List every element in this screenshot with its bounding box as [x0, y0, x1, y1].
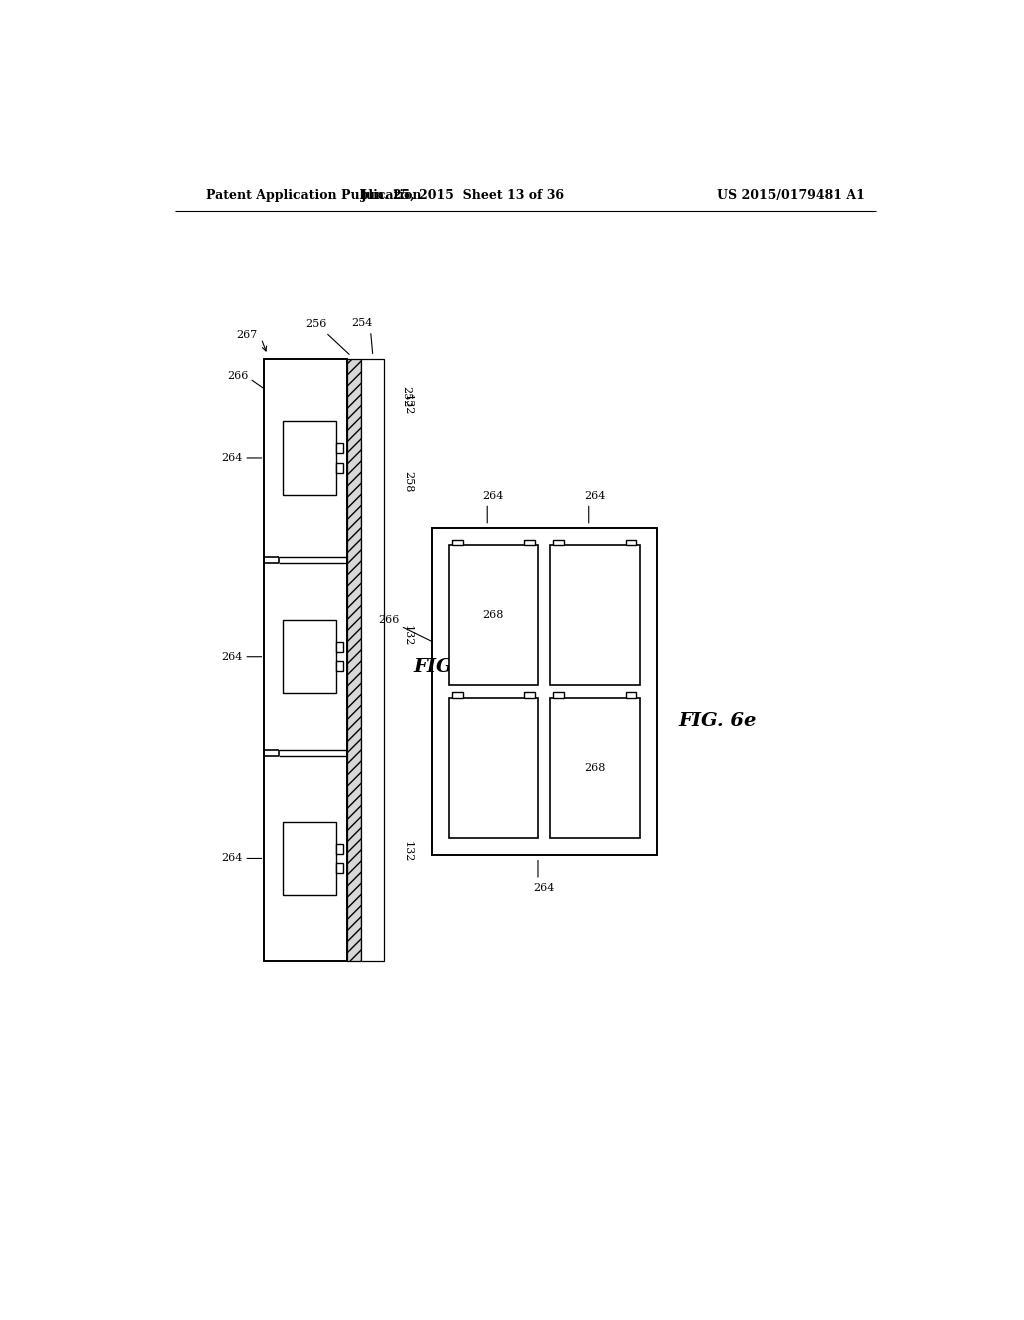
- Text: 264: 264: [585, 491, 605, 500]
- Text: 268: 268: [585, 763, 605, 774]
- Text: 124: 124: [293, 457, 313, 466]
- Bar: [336, 843, 343, 854]
- Bar: [336, 444, 343, 453]
- Text: 132: 132: [403, 395, 413, 416]
- Text: 266: 266: [226, 371, 248, 380]
- Text: 267: 267: [237, 330, 257, 341]
- Bar: [263, 359, 347, 961]
- Text: 124: 124: [293, 858, 313, 867]
- Text: 132: 132: [403, 626, 413, 647]
- Text: FIG. 6d: FIG. 6d: [414, 657, 493, 676]
- Text: 268: 268: [482, 610, 504, 620]
- Text: 264: 264: [221, 854, 243, 863]
- Bar: [283, 421, 336, 495]
- Bar: [626, 540, 636, 545]
- Bar: [361, 359, 384, 961]
- Bar: [336, 863, 343, 873]
- Bar: [550, 545, 640, 685]
- Text: 264: 264: [482, 491, 504, 500]
- Bar: [283, 822, 336, 895]
- Bar: [524, 540, 535, 545]
- Text: 252: 252: [400, 387, 411, 408]
- Text: 258: 258: [403, 471, 413, 492]
- Text: 124: 124: [293, 656, 313, 665]
- Bar: [449, 545, 538, 685]
- Bar: [336, 462, 343, 473]
- Bar: [524, 693, 535, 698]
- Text: 264: 264: [221, 652, 243, 661]
- Text: 264: 264: [221, 453, 243, 463]
- Bar: [550, 698, 640, 838]
- Bar: [347, 359, 361, 961]
- Text: US 2015/0179481 A1: US 2015/0179481 A1: [717, 189, 865, 202]
- Bar: [554, 693, 564, 698]
- Bar: [336, 642, 343, 652]
- Bar: [432, 528, 656, 855]
- Bar: [336, 661, 343, 672]
- Text: 132: 132: [403, 841, 413, 862]
- Text: 256: 256: [305, 319, 327, 330]
- Bar: [452, 693, 463, 698]
- Bar: [449, 698, 538, 838]
- Bar: [283, 620, 336, 693]
- Bar: [452, 540, 463, 545]
- Text: 254: 254: [351, 318, 373, 327]
- Bar: [626, 693, 636, 698]
- Text: Patent Application Publication: Patent Application Publication: [206, 189, 421, 202]
- Text: Jun. 25, 2015  Sheet 13 of 36: Jun. 25, 2015 Sheet 13 of 36: [360, 189, 565, 202]
- Text: FIG. 6e: FIG. 6e: [678, 711, 757, 730]
- Bar: [554, 540, 564, 545]
- Text: 266: 266: [378, 615, 399, 624]
- Text: 264: 264: [534, 883, 555, 892]
